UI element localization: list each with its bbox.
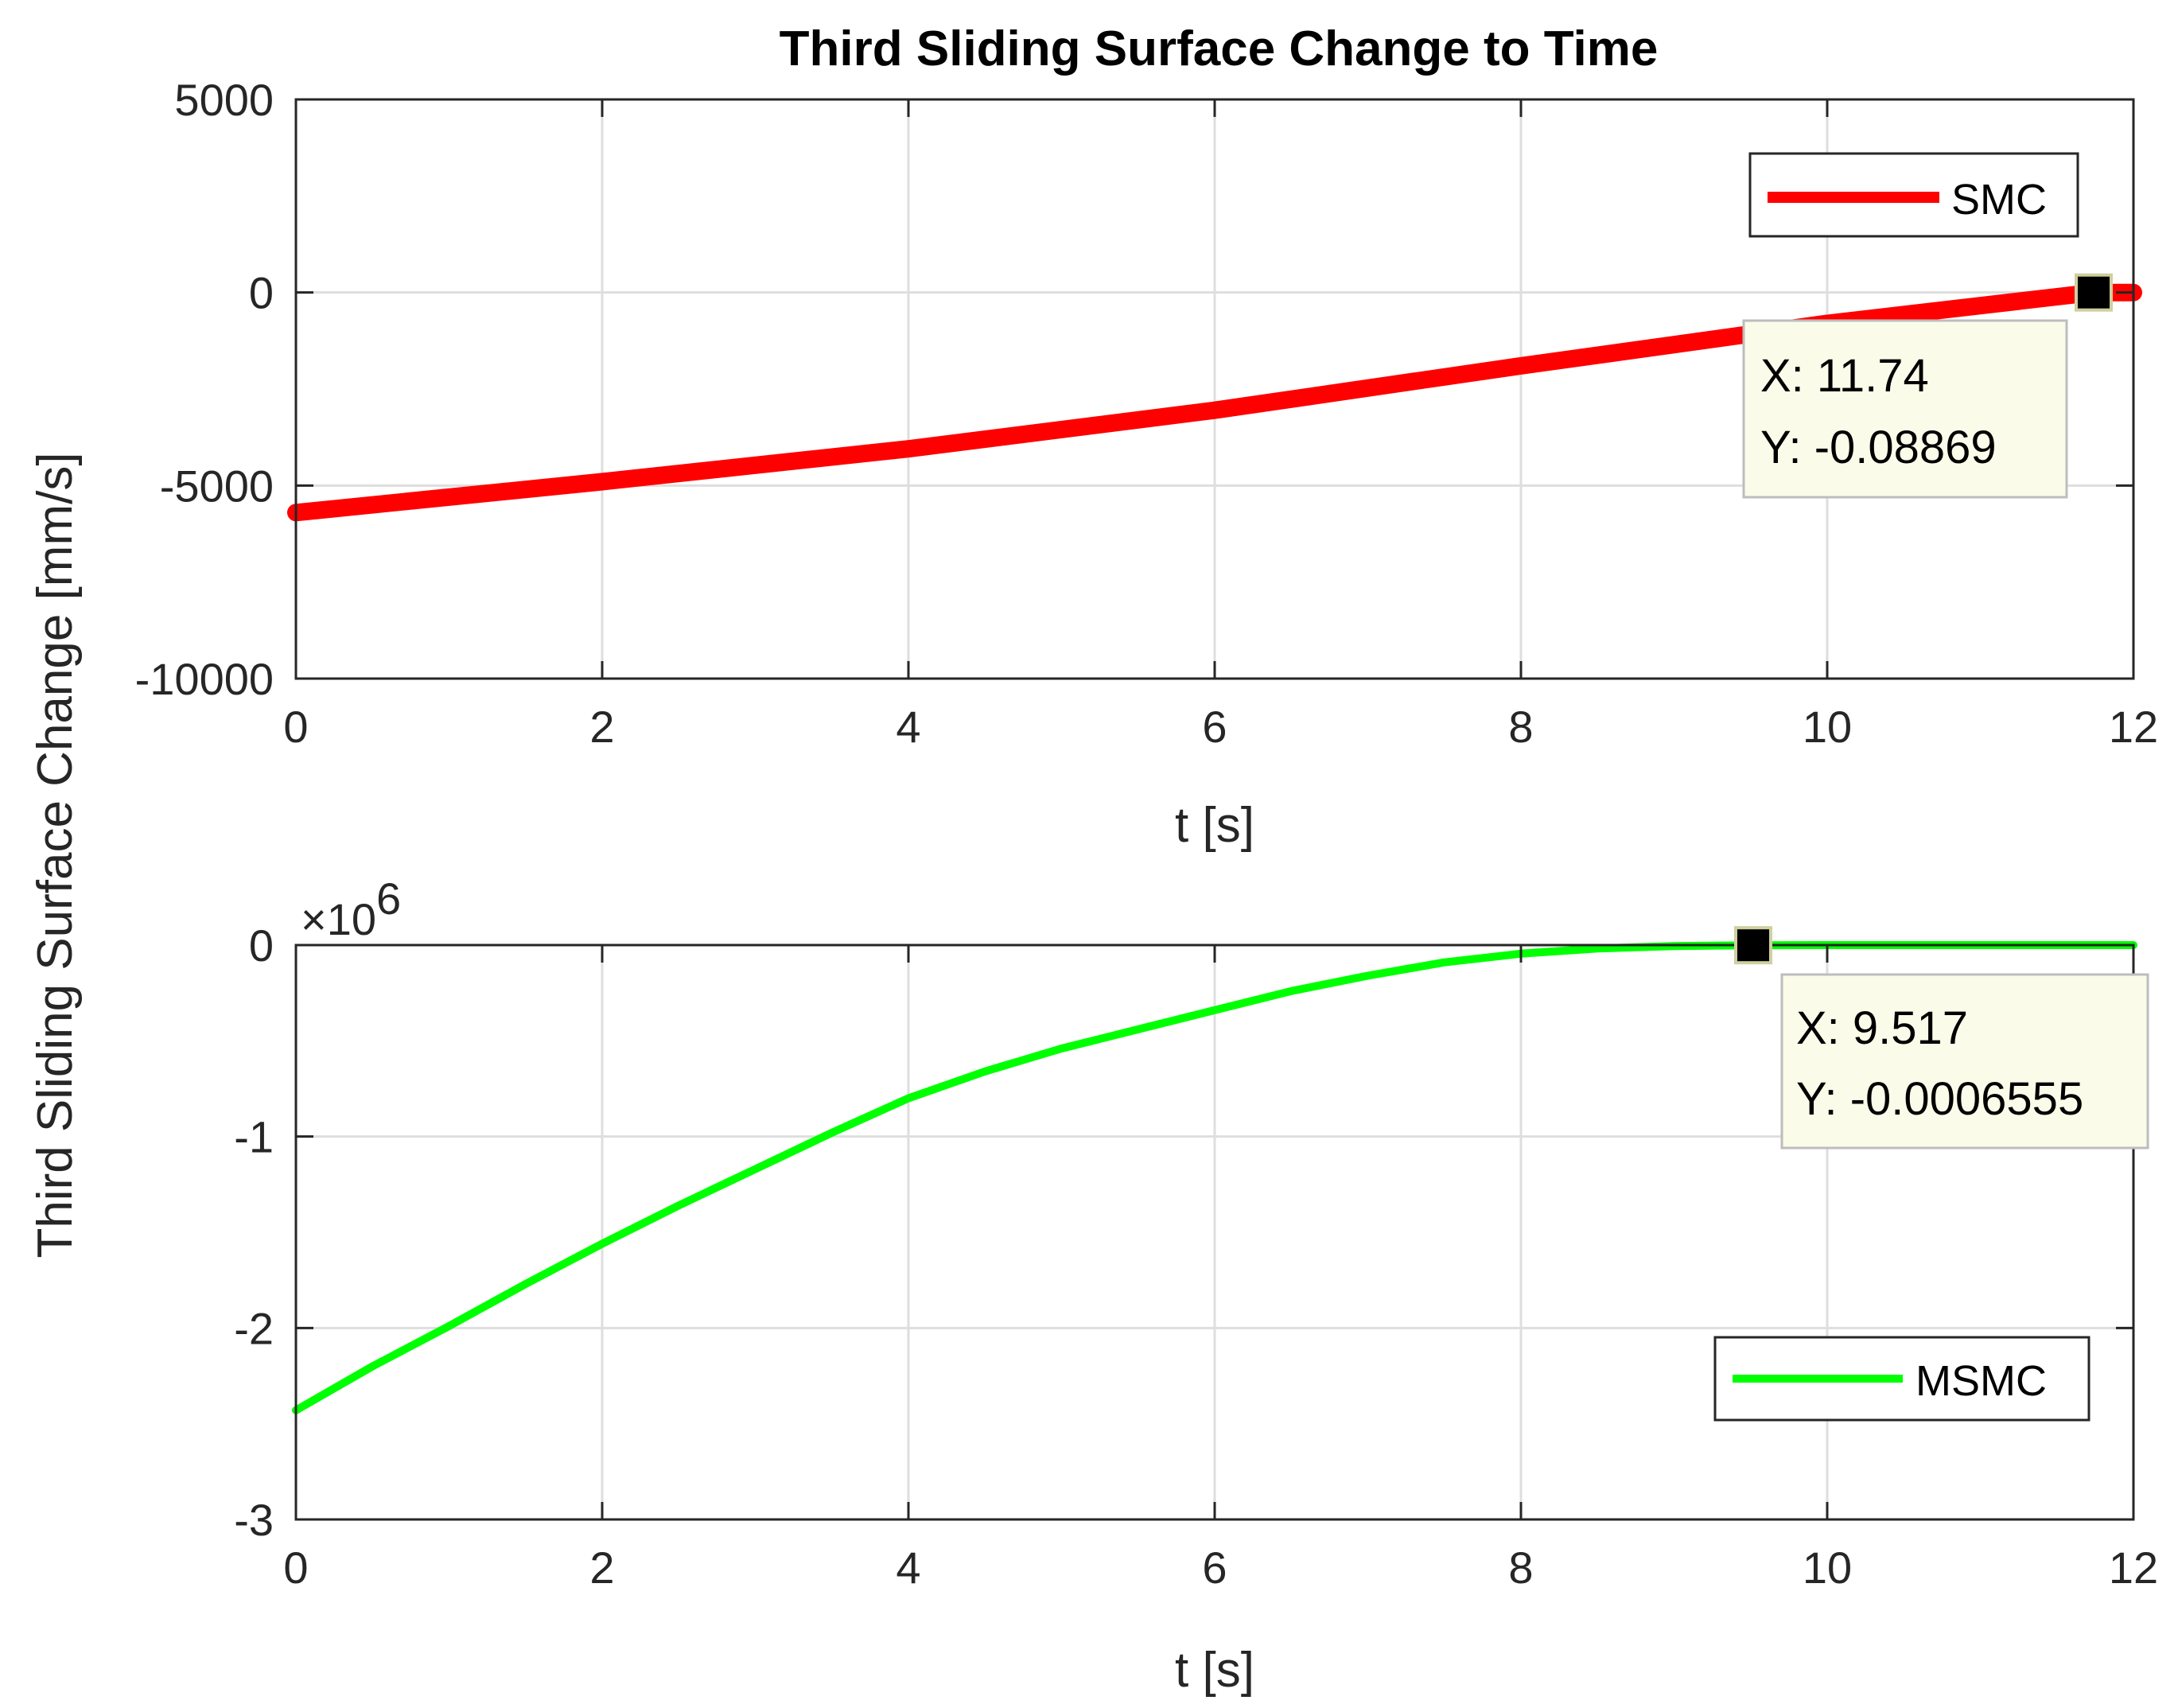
top-datatip-box	[1742, 319, 2068, 499]
y-tick-label: -10000	[135, 654, 274, 704]
x-tick-label: 8	[1508, 1543, 1533, 1593]
y-tick-label: -1	[234, 1112, 274, 1162]
x-tick-label: 6	[1202, 702, 1227, 752]
x-tick-label: 10	[1803, 702, 1852, 752]
bottom-datatip-x-label: X: 9.517	[1796, 1002, 1968, 1054]
y-tick-label: -5000	[160, 461, 274, 511]
top-legend-label: SMC	[1951, 176, 2047, 224]
bottom-datatip[interactable]: X: 9.517 Y: -0.0006555	[1734, 926, 2149, 1150]
bottom-datatip-marker	[1734, 926, 1772, 965]
x-tick-label: 0	[283, 1543, 308, 1593]
bottom-y-exponent: ×106	[301, 873, 401, 944]
top-datatip[interactable]: X: 11.74 Y: -0.08869	[1742, 273, 2113, 499]
top-datatip-marker	[2075, 273, 2113, 312]
x-tick-label: 0	[283, 702, 308, 752]
y-tick-label: -2	[234, 1303, 274, 1353]
series-line-smc	[287, 283, 2142, 522]
x-tick-label: 12	[2109, 1543, 2158, 1593]
bottom-subplot: 0 2 4 6 8 10 12 -3 -2 -1 0 t [s] ×106 MSMC X: 9.51…	[234, 873, 2158, 1698]
bottom-datatip-box	[1780, 973, 2149, 1150]
bottom-x-axis-label: t [s]	[1175, 1643, 1254, 1698]
top-subplot: 0 2 4 6 8 10 12 -10000 -5000 0 5000 t [s] SMC X: 1…	[135, 75, 2159, 853]
y-tick-label: 5000	[174, 75, 274, 125]
chart-title: Third Sliding Surface Change to Time	[780, 21, 1659, 76]
top-datatip-x-label: X: 11.74	[1760, 350, 1929, 402]
x-tick-label: 10	[1803, 1543, 1852, 1593]
y-tick-label: 0	[249, 920, 274, 971]
x-tick-label: 4	[896, 1543, 920, 1593]
x-tick-label: 2	[589, 1543, 614, 1593]
y-tick-label: 0	[249, 268, 274, 318]
x-tick-label: 12	[2109, 702, 2158, 752]
x-tick-label: 2	[589, 702, 614, 752]
y-tick-label: -3	[234, 1495, 274, 1545]
shared-y-axis-label: Third Sliding Surface Change [mm/s]	[28, 452, 83, 1258]
bottom-ticks: 0 2 4 6 8 10 12 -3 -2 -1 0	[234, 920, 2158, 1593]
top-series	[287, 283, 2142, 522]
x-tick-label: 6	[1202, 1543, 1227, 1593]
top-legend[interactable]: SMC	[1748, 152, 2079, 238]
top-x-axis-label: t [s]	[1175, 798, 1254, 853]
top-datatip-y-label: Y: -0.08869	[1760, 422, 1997, 473]
bottom-legend-label: MSMC	[1915, 1357, 2047, 1405]
bottom-datatip-y-label: Y: -0.0006555	[1796, 1073, 2083, 1125]
x-tick-label: 4	[896, 702, 920, 752]
bottom-legend[interactable]: MSMC	[1713, 1336, 2090, 1422]
x-tick-label: 8	[1508, 702, 1533, 752]
top-ticks: 0 2 4 6 8 10 12 -10000 -5000 0 5000	[135, 75, 2159, 752]
